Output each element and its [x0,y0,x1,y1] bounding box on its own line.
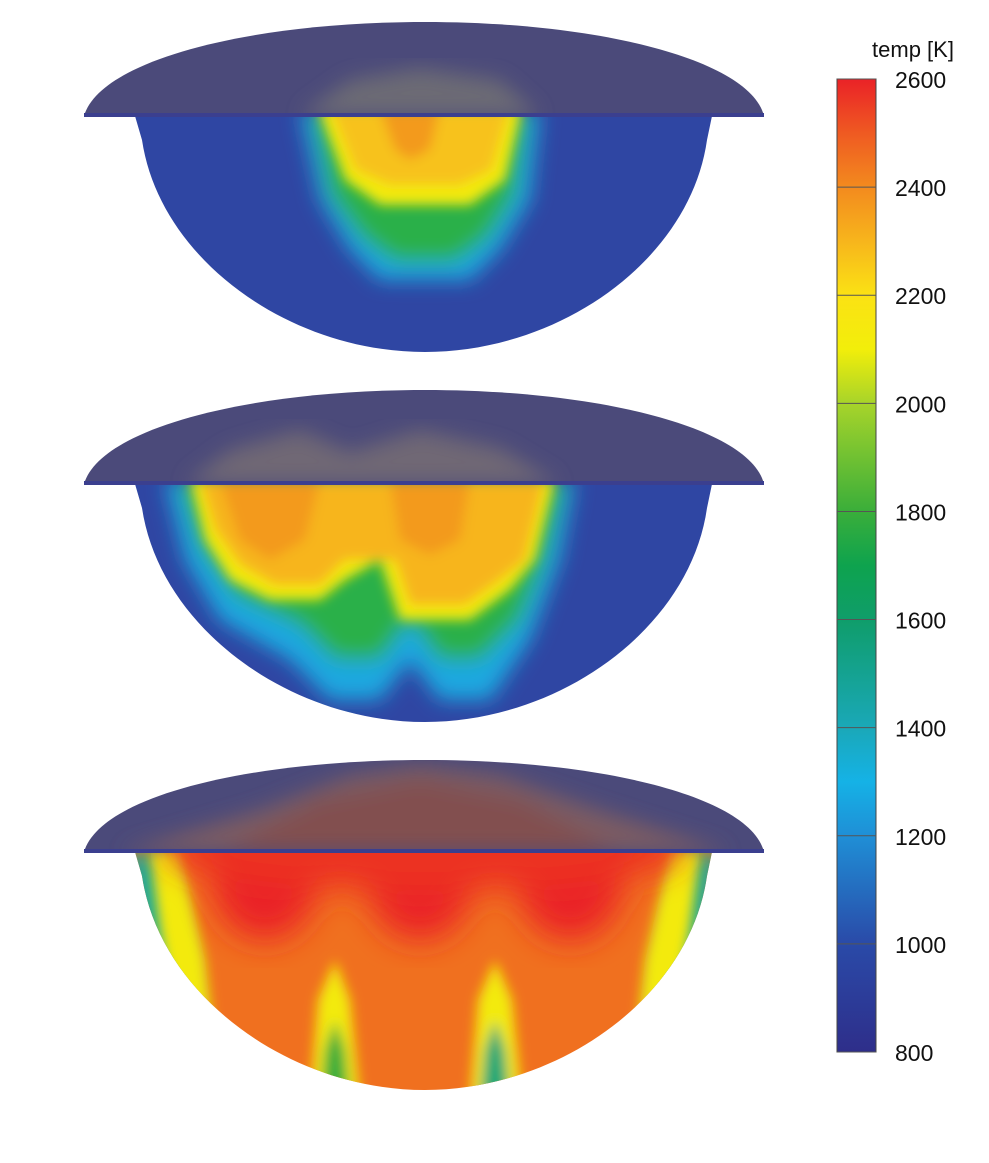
colorbar-tick-label: 1400 [895,716,946,742]
colorbar-tick-label: 1600 [895,608,946,634]
temperature-panel-3 [84,760,764,1090]
temperature-panel-2 [84,390,764,722]
temperature-panel-1 [84,22,764,352]
colorbar-tick-label: 2400 [895,175,946,201]
colorbar-tick-label: 1200 [895,824,946,850]
colorbar-ticks: 800 1000 1200 1400 1600 1800 2000 2200 2400 2600 [837,67,946,1066]
colorbar-tick-label: 1800 [895,499,946,525]
colorbar: temp [K] 800 1000 1200 1400 1600 1800 2000 2200… [836,37,954,1066]
colorbar-tick-label: 2200 [895,283,946,309]
colorbar-tick-label: 2000 [895,391,946,417]
colorbar-tick-label: 800 [895,1040,933,1066]
colorbar-title: temp [K] [872,37,954,62]
colorbar-tick-label: 2600 [895,67,946,93]
colorbar-gradient [836,78,877,1053]
colorbar-tick-label: 1000 [895,932,946,958]
